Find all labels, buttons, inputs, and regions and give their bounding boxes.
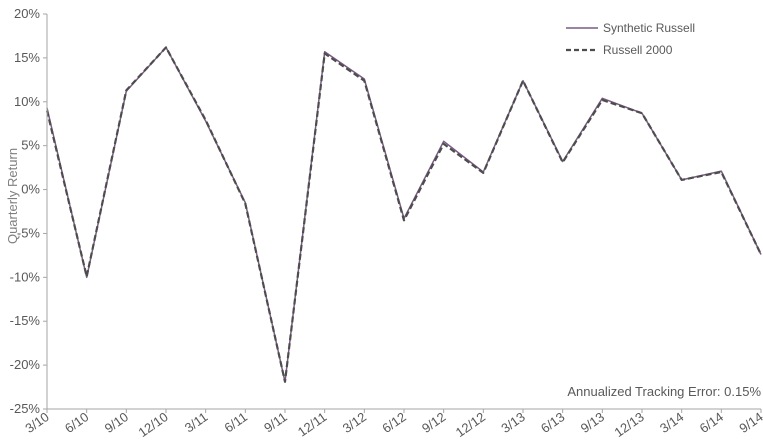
series-line-russell-2000: [45, 46, 762, 383]
x-tick-label: 6/12: [379, 409, 408, 436]
axes: [43, 13, 762, 413]
x-tick-label: 12/11: [295, 409, 329, 439]
x-tick-label: 12/10: [135, 409, 170, 440]
plot-area: [45, 46, 762, 383]
x-tick-label: 12/13: [611, 409, 646, 440]
y-tick-label: -5%: [17, 225, 41, 240]
x-tick-label: 3/13: [498, 409, 527, 436]
legend-label-synthetic-russell: Synthetic Russell: [603, 21, 695, 35]
x-tick-label: 3/14: [657, 409, 686, 436]
y-tick-label: 20%: [14, 6, 40, 21]
x-tick-label: 12/12: [453, 409, 488, 440]
x-tick-label: 9/10: [102, 409, 131, 436]
x-tick-label: 6/10: [62, 409, 91, 436]
x-tick-label: 6/13: [538, 409, 567, 436]
y-tick-label: 15%: [14, 50, 40, 65]
y-tick-label: 0%: [21, 182, 40, 197]
x-tick-label: 6/14: [697, 409, 726, 436]
y-tick-label: 10%: [14, 94, 40, 109]
tracking-error-annotation: Annualized Tracking Error: 0.15%: [567, 384, 761, 399]
x-tick-label: 9/12: [419, 409, 448, 436]
y-tick-label: -25%: [10, 401, 41, 416]
y-axis-title: Quarterly Return: [5, 148, 20, 244]
x-tick-label: 9/11: [261, 409, 290, 435]
x-tick-label: 6/11: [222, 409, 251, 435]
legend: Synthetic Russell Russell 2000: [566, 21, 695, 57]
x-tick-label: 9/14: [736, 409, 763, 436]
x-tick-label: 3/12: [340, 409, 369, 436]
y-tick-label: -20%: [10, 357, 41, 372]
x-tick-label: 9/13: [578, 409, 607, 436]
y-tick-label: 5%: [21, 138, 40, 153]
series-line-synthetic-russell: [46, 46, 762, 383]
x-tick-label: 3/11: [182, 409, 211, 435]
y-tick-label: -15%: [10, 313, 41, 328]
y-tick-label: -10%: [10, 269, 41, 284]
tick-labels: -25%-20%-15%-10%-5%0%5%10%15%20%3/10 6/10…: [10, 6, 763, 440]
legend-label-russell-2000: Russell 2000: [603, 43, 673, 57]
